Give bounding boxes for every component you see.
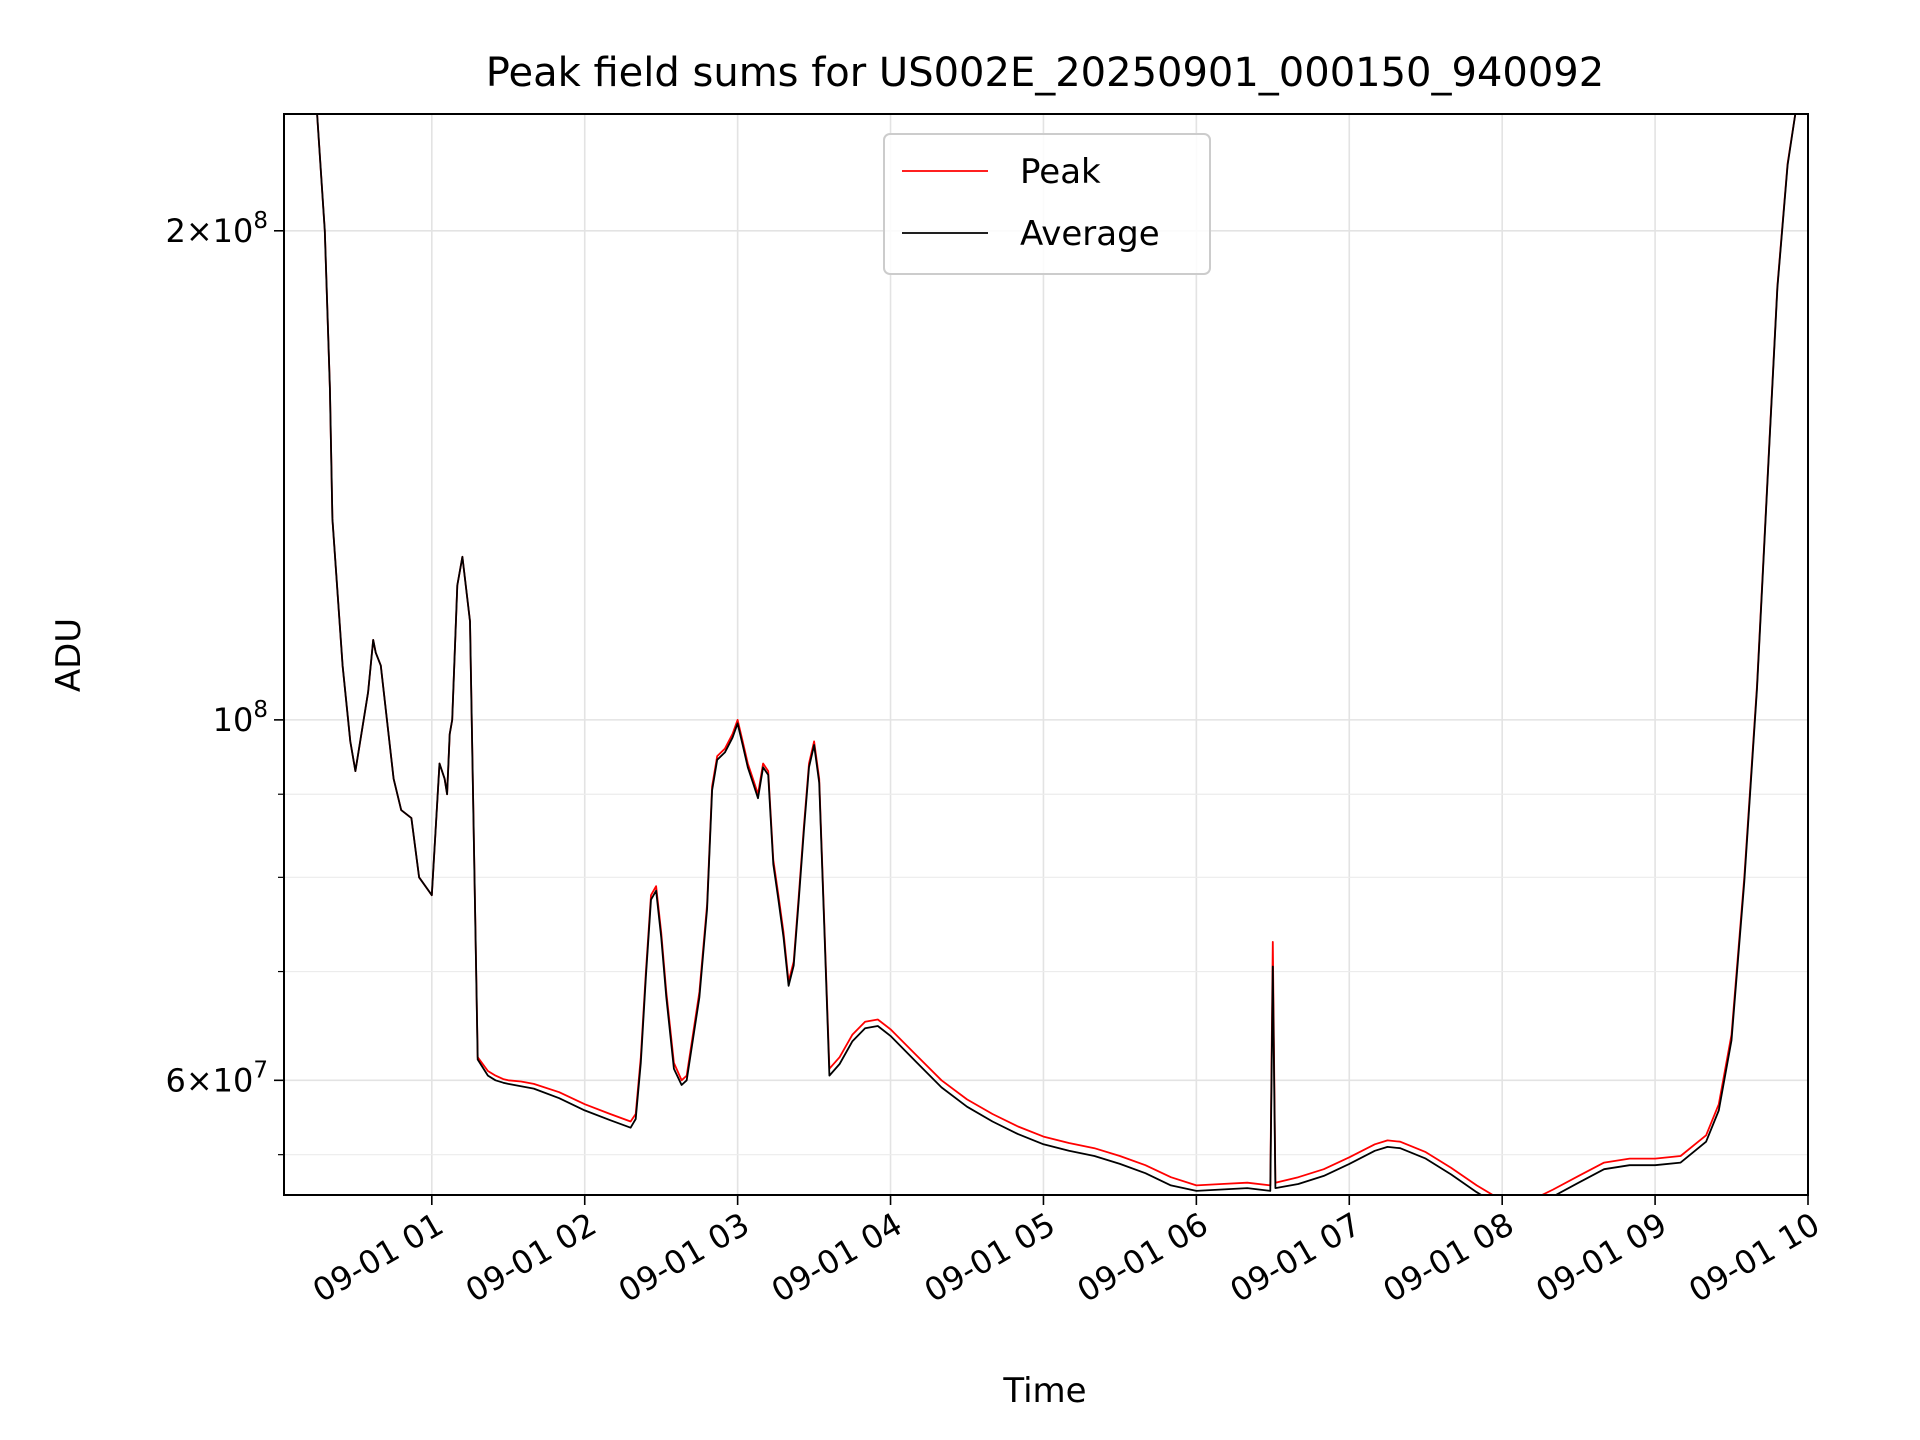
x-tick-label-0: 09-01 01 [306, 1205, 450, 1310]
x-tick-label-3: 09-01 04 [765, 1205, 909, 1310]
chart-title: Peak field sums for US002E_20250901_0001… [486, 50, 1604, 96]
legend-box [883, 133, 1211, 275]
y-tick-label-0: 6×107 [165, 1057, 268, 1099]
y-axis-ticks: 6×107 108 2×108 [165, 208, 284, 1156]
legend-label-average: Average [1020, 214, 1160, 254]
y-axis-label: ADU [49, 618, 89, 692]
legend-label-peak: Peak [1020, 152, 1101, 192]
x-axis-ticks: 09-01 01 09-01 02 09-01 03 09-01 04 09-01 05… [306, 1195, 1826, 1310]
y-tick-label-1: 108 [213, 697, 268, 739]
series-line-average [284, 114, 1808, 1195]
x-axis-label: Time [1002, 1371, 1086, 1411]
x-tick-label-1: 09-01 02 [459, 1205, 603, 1310]
plot-area-frame [283, 113, 1809, 1196]
legend: Peak Average [883, 133, 1211, 275]
x-tick-label-8: 09-01 09 [1529, 1205, 1673, 1310]
x-tick-label-4: 09-01 05 [918, 1205, 1062, 1310]
grid [284, 114, 1809, 1195]
x-tick-label-7: 09-01 08 [1377, 1205, 1521, 1310]
series-line-peak [284, 114, 1808, 1195]
plot-series [284, 114, 1808, 1195]
x-tick-label-2: 09-01 03 [612, 1205, 756, 1310]
x-tick-label-9: 09-01 10 [1682, 1205, 1826, 1310]
x-tick-label-5: 09-01 06 [1071, 1205, 1215, 1310]
x-tick-label-6: 09-01 07 [1224, 1205, 1368, 1310]
y-tick-label-2: 2×108 [165, 208, 268, 250]
